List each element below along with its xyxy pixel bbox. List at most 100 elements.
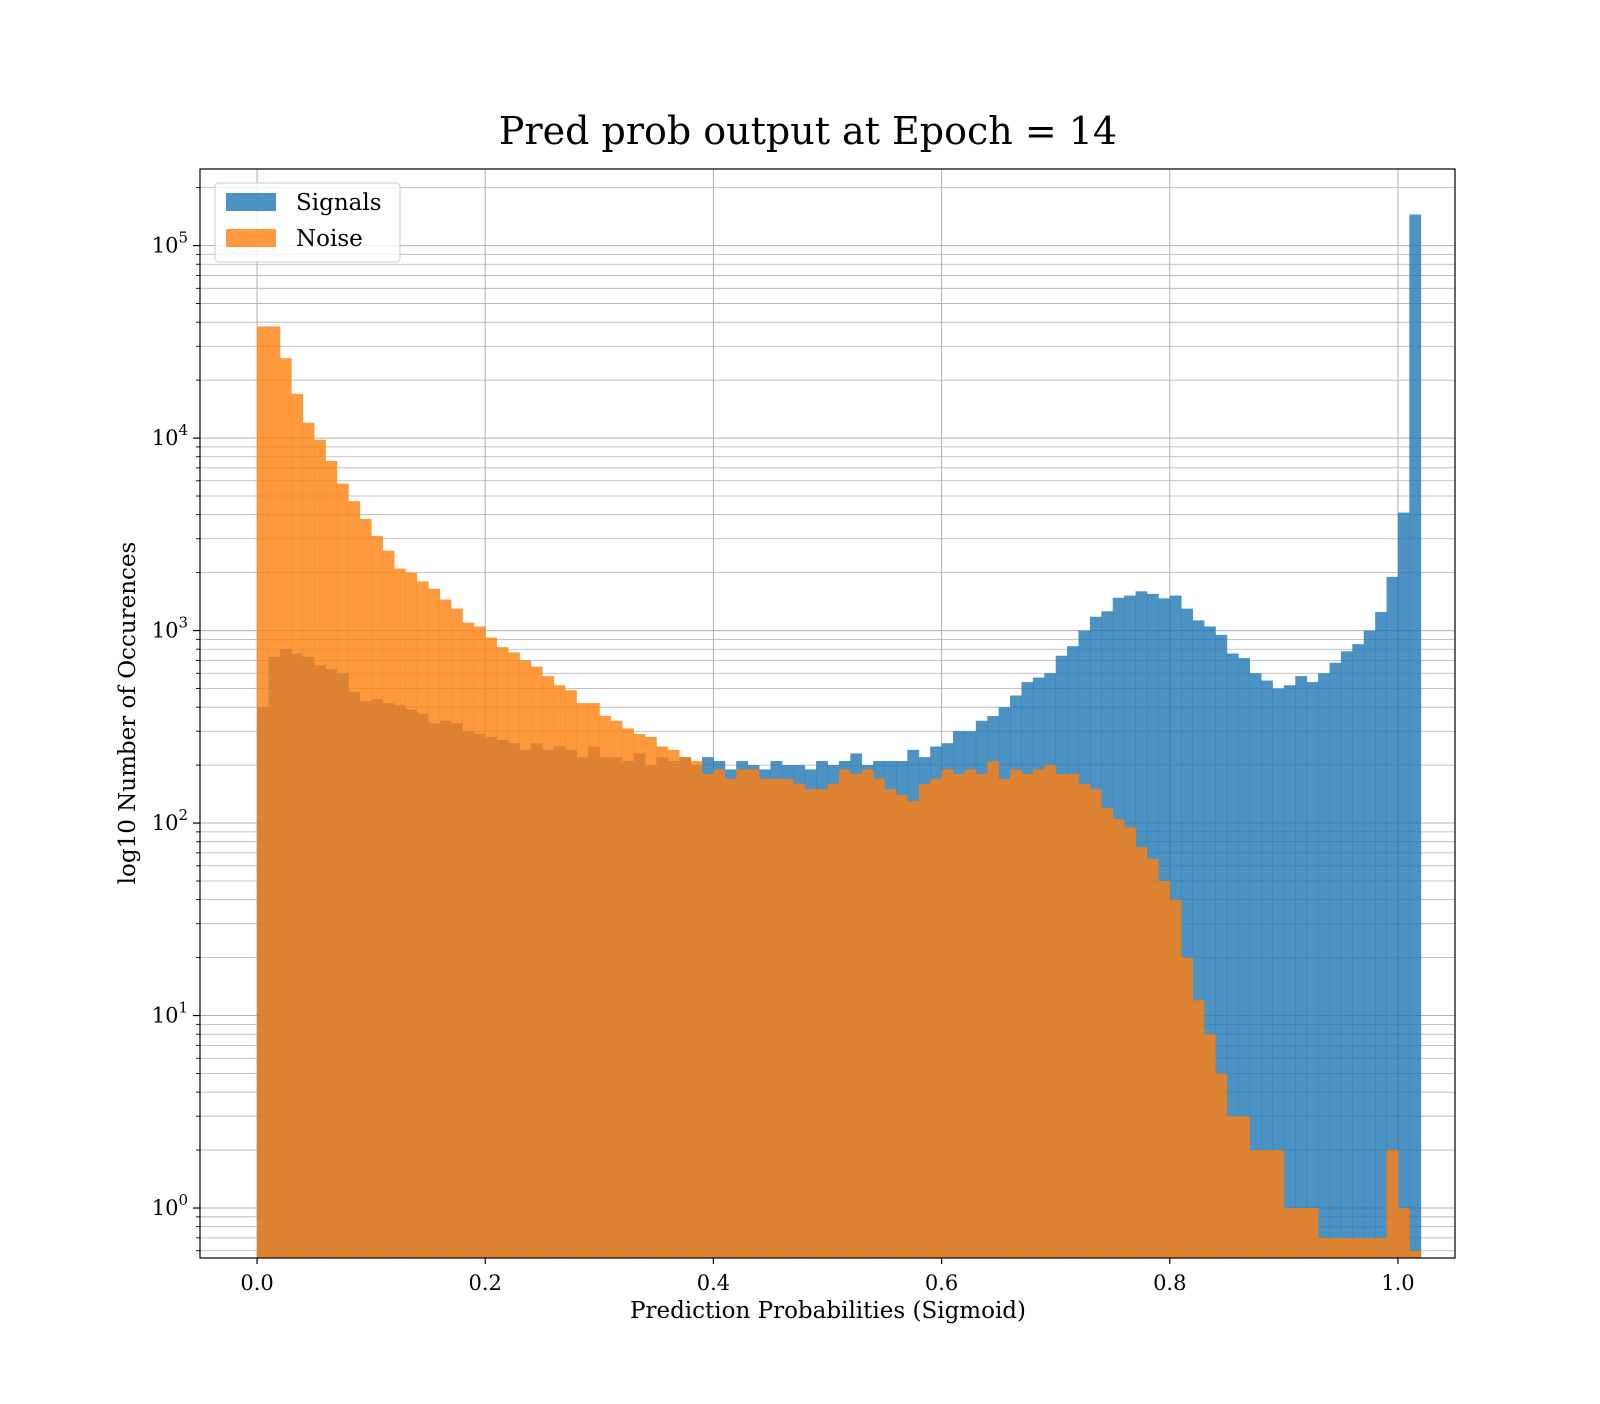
histogram-bar-noise — [1067, 773, 1079, 1258]
histogram-bar-noise — [451, 608, 463, 1258]
histogram-bar-noise — [656, 746, 669, 1258]
histogram-bar-signals — [1272, 688, 1285, 1258]
histogram-bar-noise — [1192, 1000, 1205, 1258]
bars-layer — [257, 214, 1422, 1259]
histogram-bar-noise — [1044, 765, 1057, 1258]
histogram-bar-noise — [519, 660, 532, 1258]
histogram-bar-signals — [1283, 685, 1296, 1258]
histogram-bar-noise — [382, 550, 395, 1258]
histogram-bar-noise — [895, 794, 908, 1258]
histogram-bar-noise — [1169, 899, 1182, 1258]
histogram-bar-signals — [1215, 634, 1228, 1258]
histogram-bar-noise — [610, 720, 623, 1258]
y-tick-label: 105 — [152, 229, 188, 258]
histogram-bar-noise — [1283, 1208, 1296, 1258]
histogram-bar-signals — [1363, 630, 1376, 1258]
histogram-bar-noise — [1181, 957, 1193, 1258]
y-axis-label: log10 Number of Occurences — [115, 542, 141, 885]
histogram-bar-noise — [553, 685, 566, 1258]
histogram-bar-noise — [291, 393, 304, 1259]
histogram-bar-signals — [1295, 676, 1308, 1258]
histogram-bar-noise — [667, 749, 680, 1258]
legend-label-signals: Signals — [296, 190, 382, 216]
histogram-bar-noise — [873, 778, 885, 1258]
legend-label-noise: Noise — [296, 226, 363, 252]
histogram-bar-noise — [1226, 1116, 1239, 1258]
histogram-bar-noise — [1409, 1250, 1422, 1258]
y-tick-label: 104 — [152, 421, 188, 450]
histogram-bar-noise — [930, 778, 942, 1258]
histogram-bar-noise — [1261, 1150, 1273, 1258]
x-tick-label: 0.8 — [1153, 1271, 1186, 1295]
histogram-bar-noise — [1295, 1208, 1308, 1258]
histogram-bar-noise — [542, 676, 555, 1258]
histogram-bar-noise — [314, 439, 326, 1259]
histogram-bar-noise — [781, 778, 794, 1258]
histogram-bar-noise — [508, 652, 520, 1258]
histogram-bar-noise — [953, 773, 965, 1258]
histogram-bar-noise — [416, 581, 429, 1258]
histogram-bar-noise — [724, 778, 737, 1258]
histogram-bar-noise — [1215, 1073, 1228, 1258]
x-tick-label: 0.0 — [240, 1271, 273, 1295]
legend: Signals Noise — [214, 182, 401, 263]
histogram-bar-signals — [1386, 576, 1399, 1258]
series-noise — [257, 326, 1422, 1259]
histogram-bar-signals — [1192, 620, 1205, 1258]
histogram-bar-noise — [257, 326, 269, 1258]
histogram-bar-signals — [1397, 512, 1410, 1258]
histogram-bar-noise — [348, 501, 361, 1258]
histogram-bar-noise — [359, 518, 372, 1258]
histogram-bar-noise — [1135, 847, 1148, 1258]
histogram-bar-signals — [1181, 608, 1193, 1258]
y-tick-label: 100 — [152, 1191, 188, 1220]
histogram-bar-noise — [302, 422, 315, 1258]
histogram-bar-noise — [1112, 818, 1125, 1258]
y-tick-label: 102 — [152, 806, 188, 835]
histogram-bar-noise — [690, 761, 703, 1258]
histogram-bar-noise — [371, 535, 383, 1258]
histogram-bar-noise — [1329, 1237, 1342, 1258]
histogram-bar-noise — [793, 783, 806, 1258]
histogram-bar-noise — [987, 761, 1000, 1258]
histogram-bar-noise — [1032, 769, 1045, 1258]
histogram-bar-signals — [1375, 611, 1387, 1258]
histogram-bar-noise — [473, 626, 486, 1258]
histogram-bar-noise — [1386, 1150, 1399, 1258]
histogram-bar-noise — [576, 703, 589, 1258]
legend-swatch-noise — [226, 229, 276, 247]
histogram-bar-signals — [1352, 644, 1365, 1258]
histogram-bar-noise — [279, 358, 292, 1258]
histogram-bar-noise — [736, 769, 749, 1258]
x-tick-label: 0.6 — [925, 1271, 958, 1295]
histogram-bar-noise — [804, 789, 817, 1258]
histogram-bar-noise — [1238, 1116, 1251, 1258]
histogram-bar-noise — [918, 783, 931, 1258]
histogram-bar-noise — [770, 778, 783, 1258]
histogram-bar-noise — [1272, 1150, 1285, 1258]
histogram-bar-noise — [702, 773, 714, 1258]
plot-frame — [199, 168, 1456, 1259]
histogram-bar-noise — [975, 773, 988, 1258]
histogram-bar-noise — [587, 703, 600, 1258]
histogram-bar-noise — [1101, 807, 1114, 1258]
x-axis-label: Prediction Probabilities (Sigmoid) — [630, 1298, 1026, 1324]
histogram-bar-noise — [336, 483, 349, 1259]
histogram-bar-signals — [1238, 658, 1251, 1258]
histogram-bar-noise — [393, 568, 406, 1258]
histogram-bar-signals — [1340, 651, 1353, 1258]
x-tick-label: 0.4 — [697, 1271, 730, 1295]
histogram-bar-signals — [1261, 680, 1273, 1258]
histogram-bar-noise — [530, 666, 543, 1258]
histogram-bar-noise — [816, 789, 828, 1258]
histogram-bar-signals — [1204, 626, 1216, 1258]
histogram-bar-noise — [679, 757, 691, 1258]
histogram-bar-noise — [964, 769, 977, 1258]
histogram-bar-noise — [827, 783, 840, 1258]
histogram-bar-noise — [1318, 1237, 1330, 1258]
histogram-bar-noise — [565, 690, 577, 1258]
histogram-bar-noise — [462, 622, 475, 1258]
histogram-bar-noise — [838, 769, 851, 1258]
